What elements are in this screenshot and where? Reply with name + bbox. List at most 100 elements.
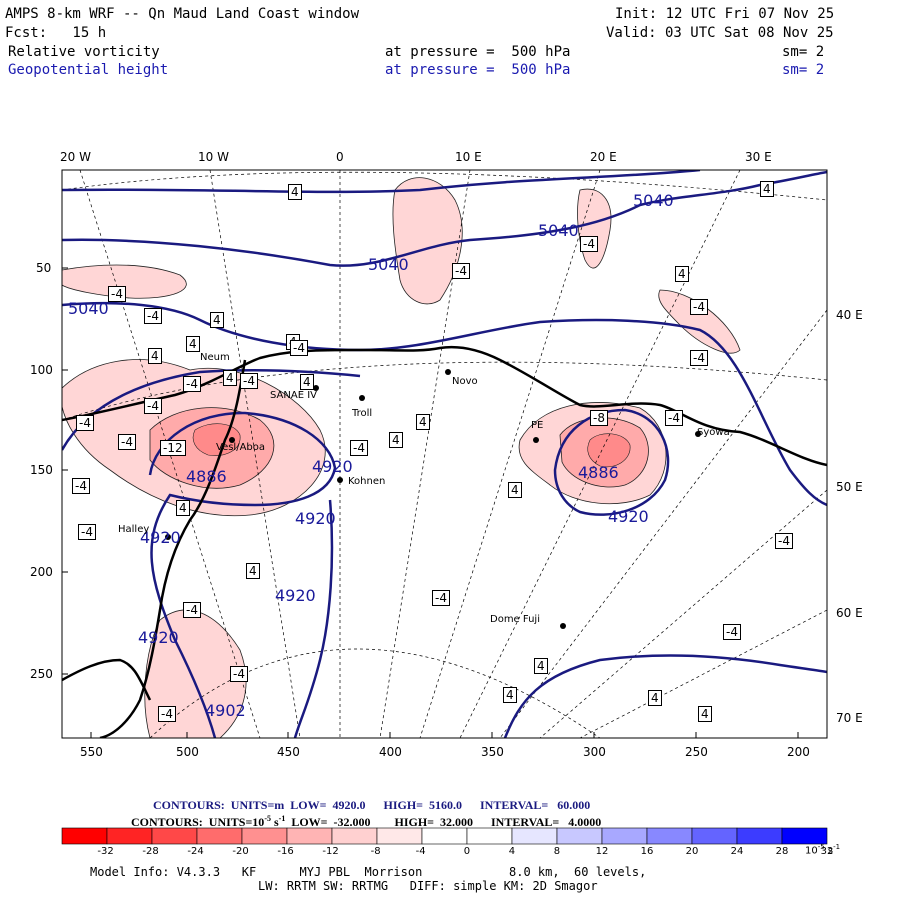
height-contour-5160 (62, 170, 701, 194)
model-info: Model Info: V4.3.3 KF MYJ PBL Morrison 8… (90, 865, 647, 879)
vorticity-label: -8 (590, 410, 608, 426)
station-dot-pe (533, 437, 539, 443)
height-label: 4920 (138, 628, 179, 647)
vorticity-label: -4 (775, 533, 793, 549)
vorticity-label: 4 (503, 687, 517, 703)
legend-units-b: -5 (264, 814, 271, 823)
vorticity-label: 4 (223, 370, 237, 386)
coastline-west (99, 359, 247, 738)
colorbar-tick-label: 32 (820, 846, 834, 857)
height-label: 4920 (140, 528, 181, 547)
colorbar-swatch (556, 827, 603, 845)
vorticity-shade-ne (577, 188, 612, 269)
station-name-neum: Neum (200, 352, 230, 363)
x-label-450: 450 (277, 745, 300, 759)
lon-label-30e: 30 E (745, 150, 772, 164)
field2-level: at pressure = 500 hPa (385, 62, 571, 78)
x-label-500: 500 (176, 745, 199, 759)
map-title: AMPS 8-km WRF -- Qn Maud Land Coast wind… (5, 6, 360, 22)
axis-ticks (62, 267, 799, 738)
x-label-350: 350 (481, 745, 504, 759)
parallel-2 (62, 361, 827, 421)
colorbar-tick-label: -28 (142, 846, 159, 857)
lon-label-20w: 20 W (60, 150, 91, 164)
meridian-60e (579, 609, 827, 738)
colorbar-tick-label: -12 (322, 846, 339, 857)
height-contour-4920-loop (293, 499, 334, 738)
station-name-novo: Novo (452, 376, 478, 387)
station-name-sanae: SANAE IV (270, 390, 317, 401)
y-label-250: 250 (30, 667, 53, 681)
legend-units-e: LOW= -32.000 HIGH= 32.000 INTERVAL= 4.00… (285, 815, 602, 829)
vorticity-shade-north (62, 264, 187, 299)
lon-label-10e: 10 E (455, 150, 482, 164)
colorbar-swatch (421, 827, 468, 845)
station-dot-aboa (229, 437, 235, 443)
colorbar-tick-label: 28 (775, 846, 789, 857)
colorbar-tick-label: -32 (97, 846, 114, 857)
height-label: 5040 (68, 299, 109, 318)
vorticity-label: -4 (72, 478, 90, 494)
meridian-40e (499, 309, 827, 738)
colorbar-swatch (781, 827, 828, 845)
lon-label-40e: 40 E (836, 308, 863, 322)
vorticity-contour-legend: CONTOURS: UNITS=10-5 s-1 LOW= -32.000 HI… (131, 811, 601, 830)
vorticity-label: -4 (290, 340, 308, 356)
vorticity-label: 4 (416, 414, 430, 430)
vorticity-label: -4 (432, 590, 450, 606)
vorticity-label: 4 (508, 482, 522, 498)
vorticity-label: -4 (690, 299, 708, 315)
station-name-pe: PE (531, 420, 544, 431)
height-contour-legend: CONTOURS: UNITS=m LOW= 4920.0 HIGH= 5160… (153, 798, 591, 812)
lon-label-20e: 20 E (590, 150, 617, 164)
colorbar-swatch (736, 827, 783, 845)
colorbar-unit: 10-5 s-1 (805, 843, 840, 856)
height-label: 4920 (275, 586, 316, 605)
height-label: 5040 (633, 191, 674, 210)
vorticity-max-east (587, 433, 631, 468)
station-dot-troll (359, 395, 365, 401)
station-name-troll: Troll (352, 408, 373, 419)
lon-label-70e: 70 E (836, 711, 863, 725)
vorticity-shade-topcenter (392, 177, 463, 305)
station-dot-sanae (313, 385, 319, 391)
station-dot-halley (165, 534, 171, 540)
vorticity-label: -4 (240, 373, 258, 389)
legend-units-d: -1 (278, 814, 286, 823)
colorbar-swatch (151, 827, 198, 845)
vorticity-label: -4 (183, 376, 201, 392)
height-label: 5040 (538, 221, 579, 240)
vorticity-label: 4 (698, 706, 712, 722)
height-label: 5040 (368, 255, 409, 274)
field1-name: Relative vorticity (8, 44, 160, 60)
colorbar-swatch (286, 827, 333, 845)
y-label-100: 100 (30, 363, 53, 377)
vorticity-label: -4 (76, 415, 94, 431)
x-label-550: 550 (80, 745, 103, 759)
vorticity-label: -4 (183, 602, 201, 618)
vorticity-label: -4 (452, 263, 470, 279)
y-label-150: 150 (30, 463, 53, 477)
vorticity-label: 4 (300, 374, 314, 390)
x-label-200: 200 (787, 745, 810, 759)
vorticity-label: 4 (210, 312, 224, 328)
height-low-label: 4886 (578, 463, 619, 482)
x-label-300: 300 (583, 745, 606, 759)
colorbar-swatch (331, 827, 378, 845)
vorticity-label: -4 (350, 440, 368, 456)
colorbar-swatch (511, 827, 558, 845)
colorbar-unit-s: s (824, 845, 834, 857)
colorbar-swatch (196, 827, 243, 845)
parallel-1 (62, 171, 827, 201)
vorticity-label: -4 (690, 350, 708, 366)
ice-shelf-edge (62, 658, 152, 701)
field2-name: Geopotential height (8, 62, 169, 78)
vorticity-label: -4 (108, 286, 126, 302)
lon-label-0: 0 (336, 150, 344, 164)
height-low-label: 4902 (205, 701, 246, 720)
height-contour-4920-se (503, 654, 827, 738)
vorticity-label: -4 (144, 398, 162, 414)
colorbar-tick-label: -24 (187, 846, 204, 857)
colorbar-swatch (601, 827, 648, 845)
